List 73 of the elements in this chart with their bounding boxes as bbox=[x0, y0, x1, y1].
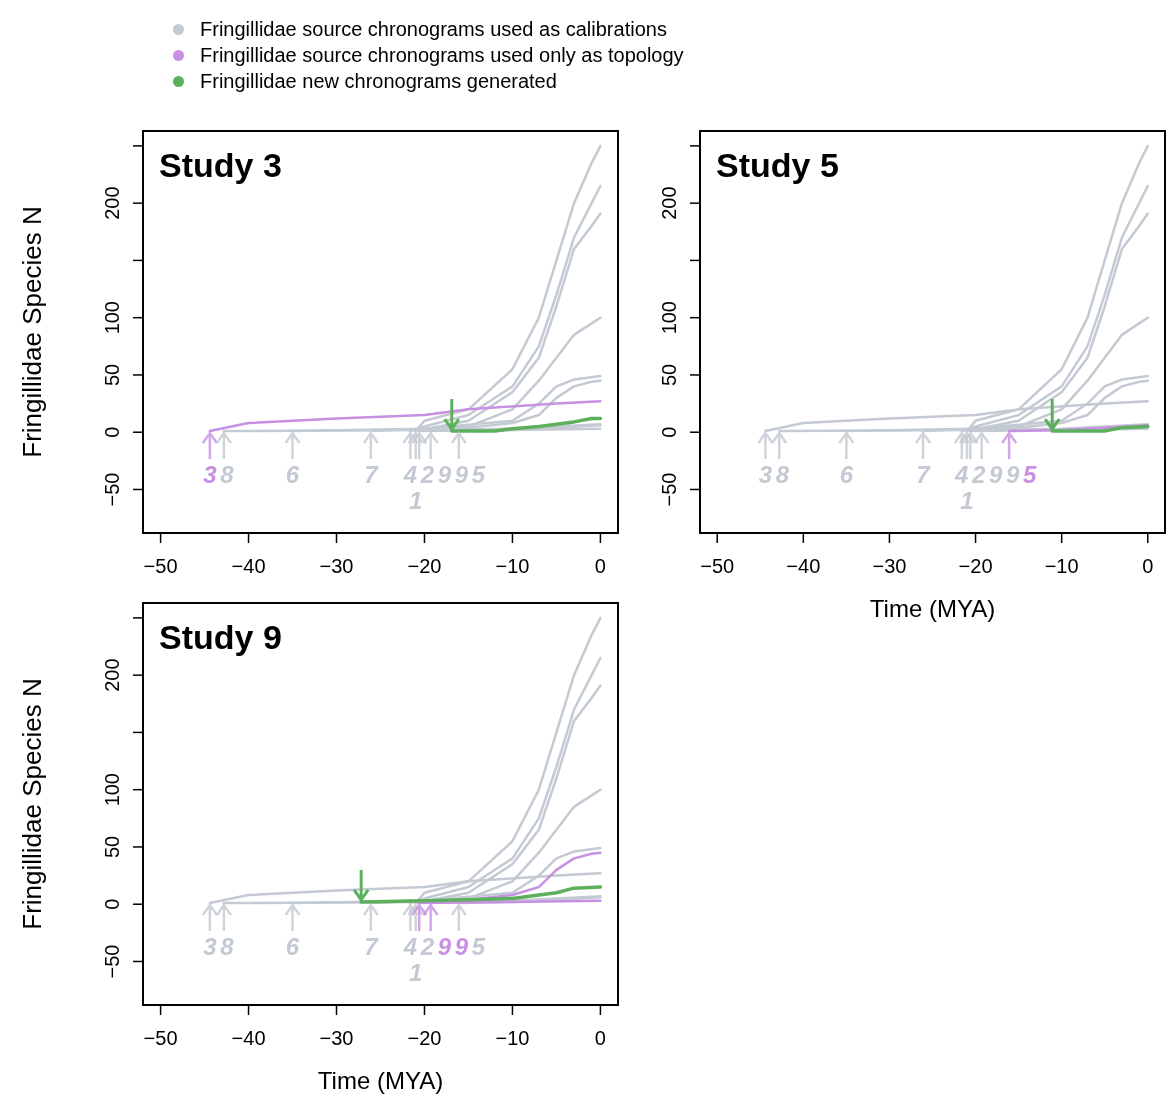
y-tick-label: 50 bbox=[658, 363, 680, 387]
annotation: 5 bbox=[471, 461, 486, 489]
annotation: 7 bbox=[364, 933, 380, 961]
annotation: 7 bbox=[364, 461, 380, 489]
x-tick-label: −30 bbox=[319, 1027, 354, 1050]
annotation: 9 bbox=[989, 461, 1004, 489]
y-tick-label: 50 bbox=[101, 363, 123, 387]
x-tick-label: −40 bbox=[231, 1027, 266, 1050]
y-tick-label: 0 bbox=[101, 426, 123, 438]
y-tick-label: −50 bbox=[658, 472, 680, 507]
legend-label: Fringillidae new chronograms generated bbox=[200, 69, 557, 94]
x-tick-label: −40 bbox=[786, 555, 821, 578]
annotation: 7 bbox=[916, 461, 932, 489]
annotation: 9 bbox=[437, 933, 452, 961]
x-tick-label: −20 bbox=[407, 1027, 442, 1050]
x-tick-label: −30 bbox=[872, 555, 907, 578]
x-tick-label: 0 bbox=[594, 555, 606, 578]
annotation: 2 bbox=[971, 461, 987, 489]
x-tick-label: −50 bbox=[143, 1027, 178, 1050]
annotation: 3 bbox=[203, 933, 218, 961]
annotation: 4 bbox=[954, 461, 969, 489]
annotation: 6 bbox=[839, 461, 854, 489]
x-tick-label: 0 bbox=[1142, 555, 1154, 578]
annotation: 6 bbox=[285, 933, 300, 961]
annotation: 1 bbox=[960, 487, 974, 515]
x-tick-label: −30 bbox=[319, 555, 354, 578]
x-tick-label: −20 bbox=[958, 555, 993, 578]
annotation: 2 bbox=[419, 461, 435, 489]
x-tick-label: 0 bbox=[594, 1027, 606, 1050]
y-tick-label: 50 bbox=[101, 835, 123, 859]
y-tick-label: −50 bbox=[101, 472, 123, 507]
y-tick-label: 200 bbox=[101, 658, 123, 692]
x-tick-label: −10 bbox=[495, 555, 530, 578]
text: Study 3 bbox=[159, 146, 282, 184]
x-axis-title: Time (MYA) bbox=[869, 595, 996, 622]
x-tick-label: −10 bbox=[495, 1027, 530, 1050]
x-axis-title: Time (MYA) bbox=[317, 1067, 444, 1094]
text: Study 9 bbox=[159, 618, 282, 656]
annotation: 8 bbox=[220, 933, 235, 961]
y-tick-label: −50 bbox=[101, 944, 123, 979]
annotation: 6 bbox=[285, 461, 300, 489]
annotation: 2 bbox=[419, 933, 435, 961]
y-axis-title: Fringillidae Species N bbox=[17, 678, 48, 930]
x-tick-label: −40 bbox=[231, 555, 266, 578]
annotation: 3 bbox=[758, 461, 773, 489]
y-tick-label: 200 bbox=[658, 186, 680, 220]
annotation: 1 bbox=[409, 487, 423, 515]
x-tick-label: −20 bbox=[407, 555, 442, 578]
y-tick-label: 200 bbox=[101, 186, 123, 220]
x-tick-label: −50 bbox=[700, 555, 735, 578]
annotation: 4 bbox=[402, 461, 418, 489]
annotation: 5 bbox=[1023, 461, 1038, 489]
annotation: 3 bbox=[203, 461, 218, 489]
annotation: 8 bbox=[775, 461, 790, 489]
x-tick-label: −50 bbox=[143, 555, 178, 578]
annotation: 9 bbox=[454, 933, 469, 961]
y-tick-label: 100 bbox=[101, 773, 123, 807]
annotation: 9 bbox=[454, 461, 469, 489]
annotation: 4 bbox=[402, 933, 418, 961]
annotation: 8 bbox=[220, 461, 235, 489]
text: Study 5 bbox=[716, 146, 839, 184]
x-tick-label: −10 bbox=[1044, 555, 1079, 578]
legend-label: Fringillidae source chronograms used as calibrations bbox=[200, 17, 667, 42]
y-tick-label: 100 bbox=[101, 301, 123, 335]
y-tick-label: 0 bbox=[101, 898, 123, 910]
legend-label: Fringillidae source chronograms used only as topology bbox=[200, 43, 684, 68]
y-axis-title: Fringillidae Species N bbox=[17, 206, 48, 458]
y-tick-label: 100 bbox=[658, 301, 680, 335]
annotation: 9 bbox=[437, 461, 452, 489]
annotation: 9 bbox=[1006, 461, 1021, 489]
annotation: 5 bbox=[471, 933, 486, 961]
annotation: 1 bbox=[409, 959, 423, 987]
y-tick-label: 0 bbox=[658, 426, 680, 438]
